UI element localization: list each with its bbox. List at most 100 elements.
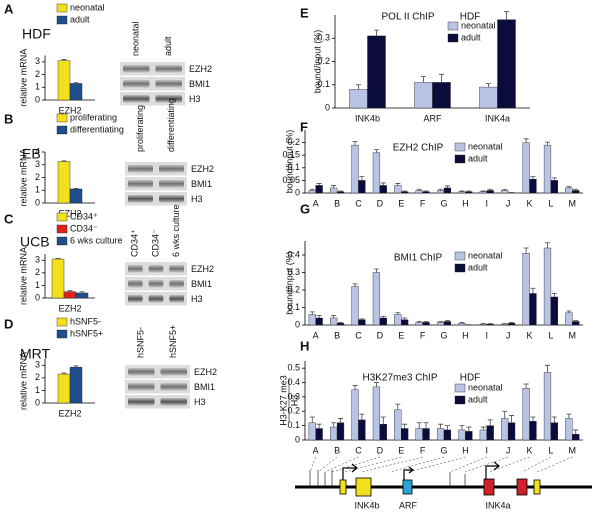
band-label: EZH2 <box>191 264 214 274</box>
y-tick-label: 2 <box>35 267 40 277</box>
lane-label: differentiating <box>166 98 176 152</box>
y-tick-label: 0.1 <box>317 79 330 89</box>
error-bar <box>439 73 444 83</box>
error-bar <box>523 138 529 143</box>
error-bar <box>444 185 450 188</box>
x-tick-label: H <box>462 330 469 340</box>
error-bar <box>359 413 365 420</box>
error-bar <box>545 141 551 146</box>
gene-diagram <box>295 461 592 497</box>
bar <box>436 428 445 441</box>
legend-swatch <box>454 251 466 261</box>
x-tick-label: F <box>420 445 426 455</box>
bar <box>51 258 65 299</box>
legend-swatch <box>56 15 68 25</box>
blot-band <box>123 95 150 103</box>
lane-label: CD34⁻ <box>150 229 160 257</box>
bar <box>550 180 558 194</box>
y-axis-label: H3-K27 me3 <box>278 375 288 426</box>
legend-swatch <box>56 329 68 339</box>
x-tick-label: C <box>355 330 362 340</box>
x-tick-label: D <box>377 330 384 340</box>
x-tick-label: M <box>569 445 577 455</box>
connector <box>309 456 316 473</box>
error-bar <box>573 188 579 191</box>
y-tick-label: 0 <box>35 292 40 302</box>
bar <box>372 272 381 326</box>
y-tick-label: 0.2 <box>287 137 300 147</box>
y-tick-label: 0.3 <box>287 267 300 277</box>
y-axis-label: relative mRNA <box>18 148 28 206</box>
bar <box>57 161 71 204</box>
x-tick-label: I <box>486 330 489 340</box>
legend-label: CD34⁺ <box>70 211 98 221</box>
bar <box>401 428 409 441</box>
legend-swatch <box>56 113 68 123</box>
error-bar <box>509 415 515 423</box>
bar <box>336 191 345 194</box>
legend-label: adult <box>461 32 481 42</box>
x-tick-label: H <box>462 198 469 208</box>
chart-subtitle: HDF <box>460 12 481 23</box>
error-bar <box>486 83 491 88</box>
x-tick-label: C <box>355 445 362 455</box>
connector <box>361 456 423 473</box>
bar <box>308 422 316 441</box>
y-tick-label: 4 <box>35 146 40 156</box>
bar <box>358 419 366 441</box>
band-label: BMI1 <box>191 179 212 189</box>
x-tick-label: EZH2 <box>58 303 81 313</box>
error-bar <box>566 310 572 313</box>
y-tick-label: 0 <box>295 434 300 444</box>
bar <box>422 322 430 326</box>
error-bar <box>459 321 465 324</box>
bar <box>349 89 368 109</box>
legend-label: adult <box>70 14 90 24</box>
error-bar <box>566 186 572 188</box>
x-tick-label: INK4b <box>355 113 380 123</box>
error-bar <box>423 321 429 323</box>
legend-label: neonatal <box>468 141 503 151</box>
error-bar <box>444 425 450 430</box>
error-bar <box>352 385 358 390</box>
bar <box>379 185 387 194</box>
y-tick-label: 0 <box>35 94 40 104</box>
error-bar <box>61 160 67 162</box>
y-tick-label: 3 <box>35 255 40 265</box>
y-tick-label: 0.1 <box>287 420 300 430</box>
bar <box>379 317 387 326</box>
bar <box>372 386 381 441</box>
blot-band <box>128 383 155 391</box>
chart-title: EZH2 ChIP <box>393 143 444 154</box>
bar <box>351 286 359 326</box>
bar <box>75 292 89 299</box>
error-bar <box>438 423 444 429</box>
legend-label: proliferating <box>70 112 117 122</box>
y-tick-label: 0 <box>325 102 330 112</box>
error-bar <box>309 311 315 315</box>
bar <box>358 319 366 326</box>
x-tick-label: ARF <box>424 113 443 123</box>
lane-label: 6 wks culture <box>171 204 181 257</box>
bar <box>501 190 509 194</box>
legend-label: 6 wks culture <box>70 235 123 245</box>
panel-letter: D <box>4 316 13 331</box>
bar <box>315 428 323 441</box>
y-tick-label: 0.1 <box>287 302 300 312</box>
legend-label: adult <box>468 153 488 163</box>
legend-swatch <box>454 395 466 405</box>
x-tick-label: G <box>440 330 447 340</box>
error-bar <box>466 426 472 432</box>
y-tick-label: 0.15 <box>282 150 300 160</box>
band-label: H3 <box>191 294 203 304</box>
bar <box>443 429 452 441</box>
blot-band <box>169 295 184 303</box>
x-tick-label: A <box>313 445 319 455</box>
bar <box>550 296 558 326</box>
bar <box>422 428 430 441</box>
error-bar <box>356 84 361 90</box>
error-bar <box>380 182 386 186</box>
y-tick-label: 0.2 <box>287 284 300 294</box>
bar <box>479 323 487 326</box>
legend-swatch <box>454 263 466 273</box>
